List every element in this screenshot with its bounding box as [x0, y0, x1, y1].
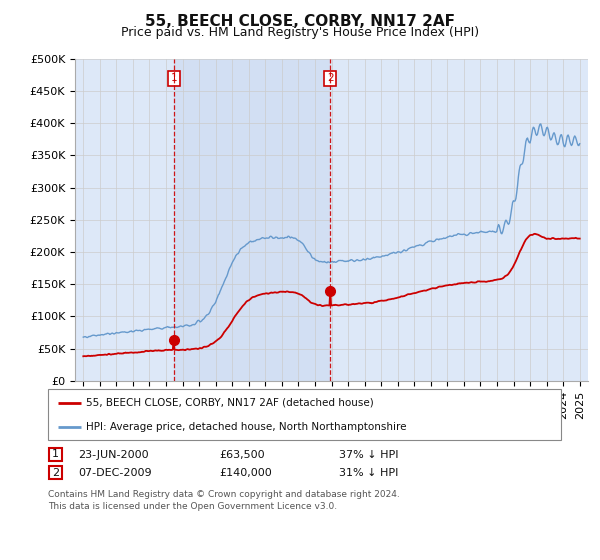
Bar [174, 59, 331, 381]
Text: 2: 2 [327, 73, 334, 83]
Text: 2: 2 [52, 468, 59, 478]
Text: 55, BEECH CLOSE, CORBY, NN17 2AF: 55, BEECH CLOSE, CORBY, NN17 2AF [145, 14, 455, 29]
Text: Price paid vs. HM Land Registry's House Price Index (HPI): Price paid vs. HM Land Registry's House … [121, 26, 479, 39]
Text: 1: 1 [170, 73, 177, 83]
Text: 23-JUN-2000: 23-JUN-2000 [78, 450, 149, 460]
Text: £140,000: £140,000 [219, 468, 272, 478]
Text: 07-DEC-2009: 07-DEC-2009 [78, 468, 152, 478]
Text: 37% ↓ HPI: 37% ↓ HPI [339, 450, 398, 460]
Text: 31% ↓ HPI: 31% ↓ HPI [339, 468, 398, 478]
Text: Contains HM Land Registry data © Crown copyright and database right 2024.
This d: Contains HM Land Registry data © Crown c… [48, 490, 400, 511]
Text: 1: 1 [52, 449, 59, 459]
Text: 55, BEECH CLOSE, CORBY, NN17 2AF (detached house): 55, BEECH CLOSE, CORBY, NN17 2AF (detach… [86, 398, 374, 408]
Text: HPI: Average price, detached house, North Northamptonshire: HPI: Average price, detached house, Nort… [86, 422, 407, 432]
Text: £63,500: £63,500 [219, 450, 265, 460]
